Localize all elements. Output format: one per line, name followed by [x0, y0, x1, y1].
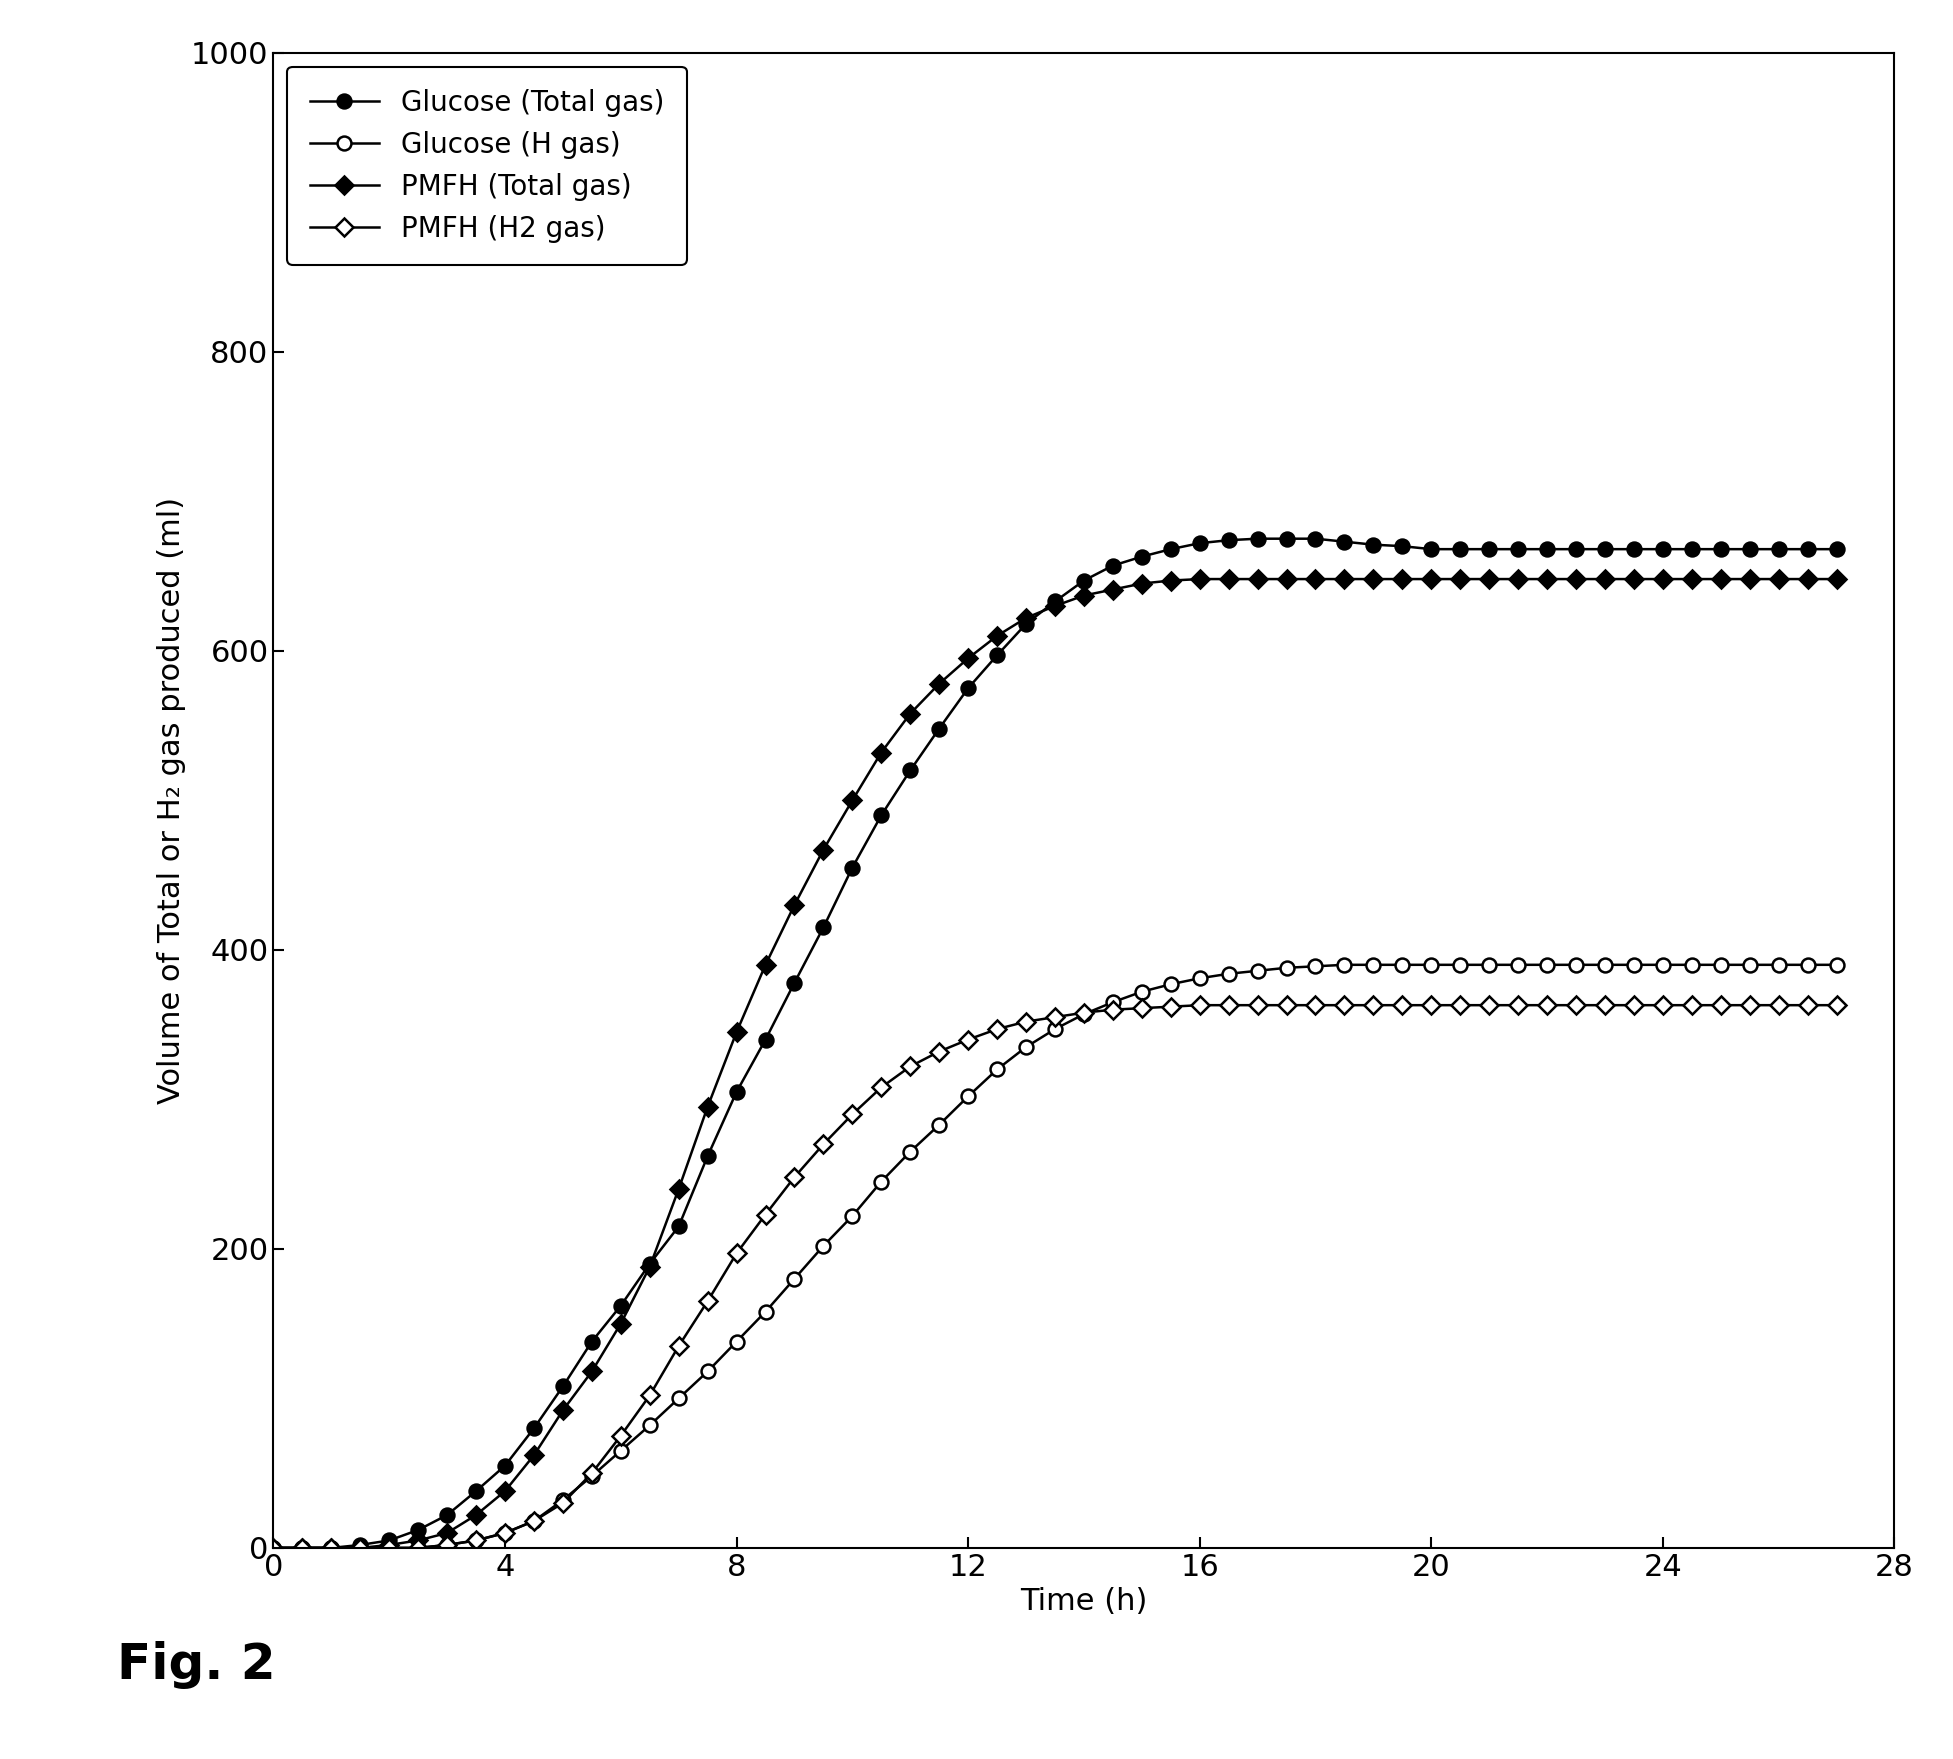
Text: Fig. 2: Fig. 2 — [117, 1641, 275, 1689]
PMFH (H2 gas) — [436, 1534, 459, 1555]
PMFH (Total gas) — [262, 1537, 285, 1558]
Glucose (Total gas) — [1824, 538, 1848, 559]
Glucose (Total gas) — [1680, 538, 1703, 559]
Glucose (H gas) — [436, 1534, 459, 1555]
PMFH (H2 gas) — [1187, 994, 1211, 1015]
Glucose (H gas) — [840, 1205, 863, 1226]
Glucose (H gas) — [1680, 953, 1703, 974]
Line: PMFH (H2 gas): PMFH (H2 gas) — [268, 999, 1844, 1555]
Glucose (H gas) — [1824, 953, 1848, 974]
Glucose (H gas) — [639, 1414, 662, 1435]
Glucose (Total gas) — [1246, 528, 1269, 549]
Glucose (H gas) — [262, 1537, 285, 1558]
Glucose (H gas) — [1332, 953, 1355, 974]
PMFH (H2 gas) — [639, 1384, 662, 1405]
Glucose (Total gas) — [840, 857, 863, 878]
PMFH (Total gas) — [1797, 568, 1820, 589]
PMFH (Total gas) — [551, 1400, 574, 1421]
PMFH (Total gas) — [1824, 568, 1848, 589]
X-axis label: Time (h): Time (h) — [1019, 1587, 1148, 1617]
PMFH (Total gas) — [1680, 568, 1703, 589]
PMFH (Total gas) — [840, 790, 863, 811]
Glucose (H gas) — [1797, 953, 1820, 974]
Line: PMFH (Total gas): PMFH (Total gas) — [268, 573, 1844, 1555]
Glucose (Total gas) — [551, 1376, 574, 1397]
PMFH (H2 gas) — [262, 1537, 285, 1558]
PMFH (H2 gas) — [551, 1492, 574, 1513]
PMFH (H2 gas) — [840, 1105, 863, 1126]
Glucose (H gas) — [551, 1490, 574, 1511]
Y-axis label: Volume of Total or H₂ gas produced (ml): Volume of Total or H₂ gas produced (ml) — [156, 496, 186, 1105]
Glucose (Total gas) — [262, 1537, 285, 1558]
Legend: Glucose (Total gas), Glucose (H gas), PMFH (Total gas), PMFH (H2 gas): Glucose (Total gas), Glucose (H gas), PM… — [287, 67, 687, 266]
PMFH (Total gas) — [436, 1522, 459, 1544]
Line: Glucose (Total gas): Glucose (Total gas) — [266, 531, 1844, 1555]
Glucose (Total gas) — [639, 1252, 662, 1274]
PMFH (H2 gas) — [1797, 994, 1820, 1015]
PMFH (H2 gas) — [1680, 994, 1703, 1015]
PMFH (Total gas) — [1187, 568, 1211, 589]
PMFH (H2 gas) — [1824, 994, 1848, 1015]
PMFH (Total gas) — [639, 1256, 662, 1277]
Glucose (Total gas) — [436, 1504, 459, 1525]
Glucose (Total gas) — [1797, 538, 1820, 559]
Line: Glucose (H gas): Glucose (H gas) — [266, 959, 1844, 1555]
